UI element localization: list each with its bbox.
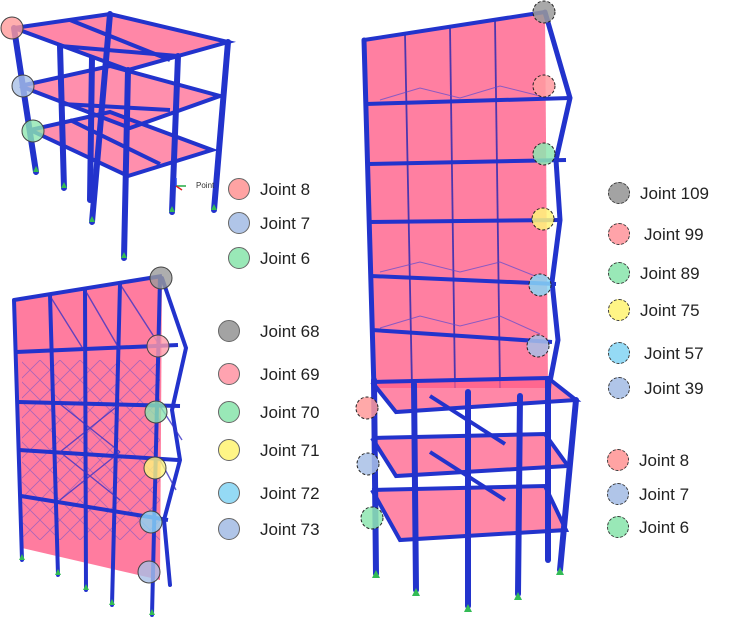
point-marker-icon: Point bbox=[175, 178, 215, 191]
joint-7-marker-c bbox=[356, 452, 380, 476]
circle-icon bbox=[608, 262, 630, 284]
circle-icon bbox=[607, 449, 629, 471]
joint-57-marker bbox=[528, 273, 552, 297]
joint-89-marker bbox=[532, 142, 556, 166]
legend-label: Joint 73 bbox=[260, 520, 320, 539]
legend-label: Joint 6 bbox=[639, 518, 690, 537]
circle-icon bbox=[608, 182, 630, 204]
circle-icon bbox=[218, 439, 240, 461]
joint-68-marker bbox=[149, 266, 173, 290]
joint-8-marker-a bbox=[0, 16, 24, 40]
circle-icon bbox=[228, 247, 250, 269]
legend-label: Joint 8 bbox=[260, 180, 311, 199]
legend-label: Joint 109 bbox=[640, 184, 709, 203]
frame-model-b bbox=[12, 266, 189, 617]
circle-icon bbox=[218, 482, 240, 504]
joint-99-marker bbox=[532, 74, 556, 98]
legend-label: Joint 71 bbox=[260, 441, 320, 460]
joint-72-marker bbox=[139, 510, 163, 534]
legend-label: Joint 75 bbox=[640, 301, 700, 320]
joint-109-marker bbox=[532, 0, 556, 24]
joint-69-marker bbox=[146, 334, 170, 358]
legend-label: Joint 8 bbox=[639, 451, 690, 470]
joint-70-marker bbox=[144, 400, 168, 424]
frame-model-a: Point bbox=[0, 11, 236, 261]
circle-icon bbox=[607, 516, 629, 538]
circle-icon bbox=[608, 342, 630, 364]
legend-label: Joint 57 bbox=[644, 344, 704, 363]
legend-label: Joint 7 bbox=[260, 214, 311, 233]
podium-slab-top bbox=[372, 378, 576, 412]
joint-75-marker bbox=[531, 207, 555, 231]
legend-label: Joint 39 bbox=[644, 379, 704, 398]
joint-71-marker bbox=[143, 456, 167, 480]
circle-icon bbox=[218, 518, 240, 540]
circle-icon bbox=[607, 483, 629, 505]
circle-icon bbox=[228, 178, 250, 200]
legend-label: Joint 7 bbox=[639, 485, 690, 504]
legend-label: Joint 70 bbox=[260, 403, 320, 422]
joint-73-marker bbox=[137, 560, 161, 584]
joint-6-marker-a bbox=[21, 119, 45, 143]
legend-label: Joint 69 bbox=[260, 365, 320, 384]
circle-icon bbox=[608, 299, 630, 321]
circle-icon bbox=[218, 363, 240, 385]
joint-6-marker-c bbox=[360, 506, 384, 530]
frame-model-c bbox=[355, 0, 582, 612]
point-label: Point bbox=[196, 181, 215, 190]
legend-label: Joint 72 bbox=[260, 484, 320, 503]
circle-icon bbox=[218, 320, 240, 342]
circle-icon bbox=[218, 401, 240, 423]
legend-label: Joint 6 bbox=[260, 249, 311, 268]
legend-label: Joint 68 bbox=[260, 322, 320, 341]
joint-8-marker-c bbox=[355, 396, 379, 420]
legend-label: Joint 89 bbox=[640, 264, 700, 283]
circle-icon bbox=[608, 223, 630, 245]
joint-7-marker-a bbox=[11, 74, 35, 98]
circle-icon bbox=[228, 212, 250, 234]
circle-icon bbox=[608, 377, 630, 399]
legend-label: Joint 99 bbox=[644, 225, 704, 244]
joint-39-marker bbox=[526, 334, 550, 358]
